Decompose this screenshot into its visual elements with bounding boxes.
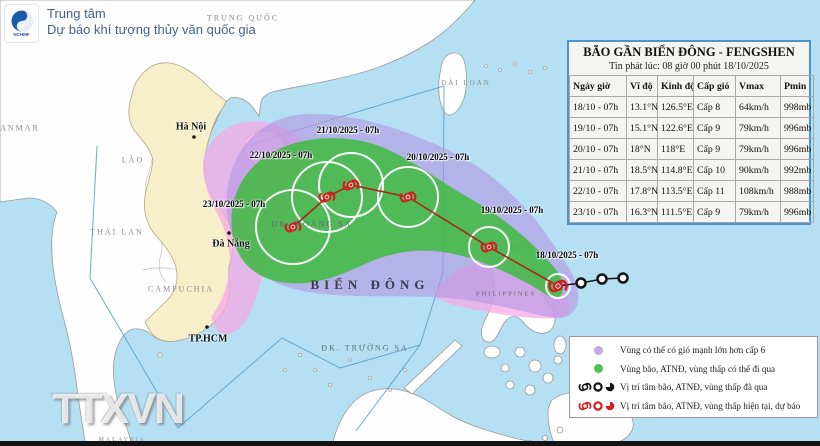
legend-label: Vùng có thể có gió mạnh lớn hơn cấp 6: [620, 345, 766, 355]
table-cell: 988mb: [780, 180, 814, 202]
table-row: 19/10 - 07h 15.1°N 122.6°E Cấp 9 79km/h …: [569, 117, 814, 139]
table-row: 22/10 - 07h 17.8°N 113.5°E Cấp 11 108km/…: [569, 180, 814, 202]
table-cell: 114.8°E: [657, 159, 694, 181]
forecast-table: BÃO GẦN BIỂN ĐÔNG - FENGSHEN Tin phát lú…: [567, 40, 814, 225]
table-cell: 18/10 - 07h: [569, 96, 627, 118]
table-cell: 79km/h: [735, 138, 781, 160]
nchmf-emblem-icon: [11, 10, 32, 32]
map-legend: Vùng có thể có gió mạnh lớn hơn cấp 6 Vù…: [569, 336, 818, 418]
ttxvn-watermark: TTXVN: [52, 385, 185, 433]
table-cell: 23/10 - 07h: [569, 201, 627, 223]
past-position-markers: [575, 272, 629, 289]
table-row: 21/10 - 07h 18.5°N 114.8°E Cấp 10 90km/h…: [569, 159, 814, 181]
table-cell: 79km/h: [735, 201, 781, 223]
table-cell: 122.6°E: [657, 117, 694, 139]
column-header: Vĩ độ: [626, 75, 658, 97]
legend-item: Vị trí tâm bão, ATNĐ, vùng thấp đã qua: [576, 378, 813, 396]
table-row: 23/10 - 07h 16.3°N 111.5°E Cấp 9 79km/h …: [569, 201, 814, 223]
forecast-data-table: Ngày giờ Vĩ độ Kinh độ Cấp gió Vmax Pmin…: [569, 75, 814, 223]
table-cell: 998mb: [780, 96, 814, 118]
table-cell: Cấp 9: [693, 201, 736, 223]
table-cell: 19/10 - 07h: [569, 117, 627, 139]
table-cell: Cấp 8: [693, 96, 736, 118]
issue-time: Tin phát lúc: 08 giờ 00 phút 18/10/2025: [609, 61, 769, 72]
table-cell: 16.3°N: [626, 201, 658, 223]
table-cell: Cấp 10: [693, 159, 736, 181]
nchmf-logo-icon: NCHMF: [4, 4, 39, 43]
table-cell: 996mb: [780, 201, 814, 223]
table-row: 18/10 - 07h 13.1°N 126.5°E Cấp 8 64km/h …: [569, 96, 814, 118]
column-header: Ngày giờ: [569, 75, 627, 97]
agency-name-line1: Trung tâm: [47, 6, 106, 21]
past-track-line: [557, 277, 624, 287]
table-cell: 18.5°N: [626, 159, 658, 181]
table-cell: Cấp 9: [693, 138, 736, 160]
table-cell: 996mb: [780, 117, 814, 139]
green-zone-icon: [576, 364, 620, 374]
forecast-circles: [255, 152, 571, 299]
legend-item: Vùng có thể có gió mạnh lớn hơn cấp 6: [576, 341, 813, 359]
table-cell: 992mb: [780, 159, 814, 181]
table-cell: 15.1°N: [626, 117, 658, 139]
column-header: Kinh độ: [657, 75, 694, 97]
table-cell: 108km/h: [735, 180, 781, 202]
table-header-row: Ngày giờ Vĩ độ Kinh độ Cấp gió Vmax Pmin: [569, 75, 814, 97]
table-cell: 118°E: [657, 138, 694, 160]
table-cell: 111.5°E: [657, 201, 694, 223]
storm-title: BÃO GẦN BIỂN ĐÔNG - FENGSHEN: [583, 45, 795, 59]
column-header: Cấp gió: [693, 75, 736, 97]
column-header: Pmin: [780, 75, 814, 97]
table-cell: 13.1°N: [626, 96, 658, 118]
table-cell: 21/10 - 07h: [569, 159, 627, 181]
table-row: 20/10 - 07h 18°N 118°E Cấp 9 79km/h 996m…: [569, 138, 814, 160]
table-cell: Cấp 11: [693, 180, 736, 202]
purple-zone-icon: [576, 345, 620, 355]
legend-item: Vị trí tâm bão, ATNĐ, vùng thấp hiện tại…: [576, 397, 813, 415]
legend-label: Vùng bão, ATNĐ, vùng thấp có thể đi qua: [620, 363, 776, 374]
table-cell: 126.5°E: [657, 96, 694, 118]
table-cell: 90km/h: [735, 159, 781, 181]
forecast-track-line: [292, 184, 559, 287]
table-cell: Cấp 9: [693, 117, 736, 139]
taiwan-island: [438, 52, 467, 116]
agency-name: Trung tâm Dự báo khí tượng thủy văn quốc…: [47, 4, 256, 38]
table-cell: 22/10 - 07h: [569, 180, 627, 202]
bottom-bar: [0, 441, 820, 446]
city-markers: [192, 135, 231, 329]
table-cell: 20/10 - 07h: [569, 138, 627, 160]
legend-label: Vị trí tâm bão, ATNĐ, vùng thấp hiện tại…: [620, 400, 801, 411]
agency-name-line2: Dự báo khí tượng thủy văn quốc gia: [47, 21, 256, 37]
column-header: Vmax: [735, 75, 781, 97]
nchmf-logo-text: NCHMF: [13, 31, 30, 37]
agency-header: NCHMF Trung tâm Dự báo khí tượng thủy vă…: [4, 4, 256, 43]
borneo-island: [331, 388, 557, 446]
table-cell: 996mb: [780, 138, 814, 160]
current-position-icons: [576, 399, 620, 413]
table-cell: 79km/h: [735, 117, 781, 139]
table-cell: 17.8°N: [626, 180, 658, 202]
legend-label: Vị trí tâm bão, ATNĐ, vùng thấp đã qua: [620, 382, 768, 393]
table-cell: 18°N: [626, 138, 658, 160]
past-position-icons: [576, 380, 620, 394]
table-cell: 64km/h: [735, 96, 781, 118]
legend-item: Vùng bão, ATNĐ, vùng thấp có thể đi qua: [576, 360, 813, 378]
table-cell: 113.5°E: [657, 180, 694, 202]
